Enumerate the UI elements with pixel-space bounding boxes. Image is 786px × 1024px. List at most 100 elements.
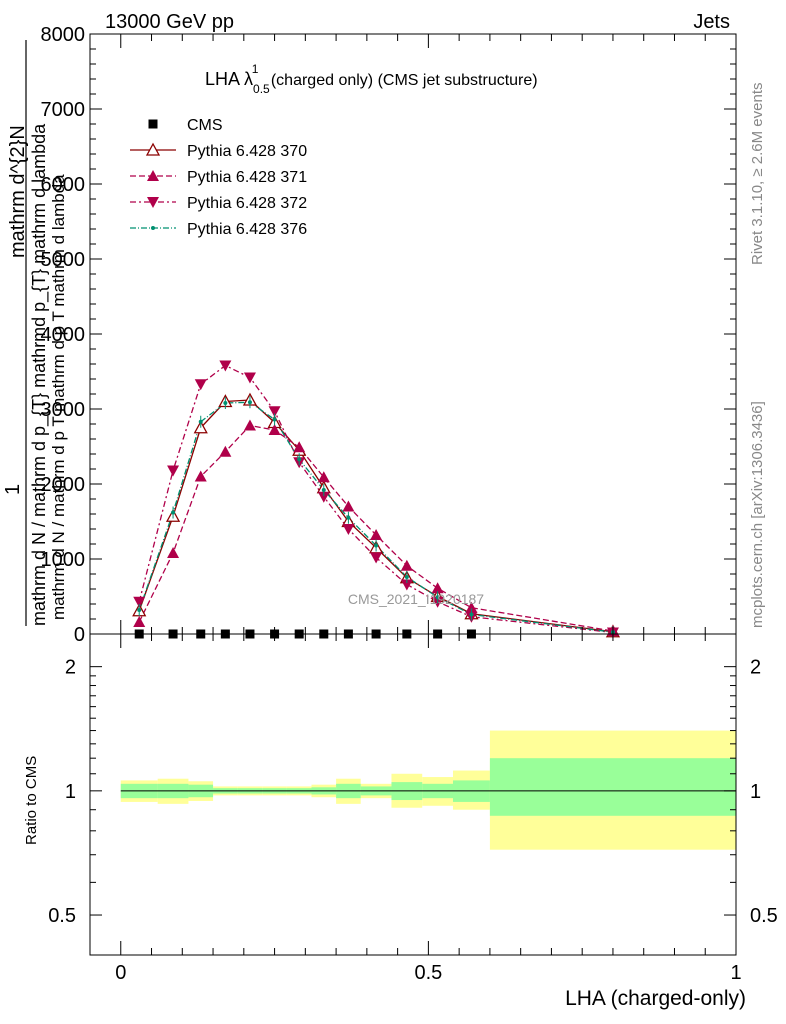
- ratio-y-axis: 0.5 0.5 1 1 2 2: [48, 657, 778, 927]
- ratio-bands: [120, 730, 736, 850]
- y-tick-label: 5000: [41, 249, 86, 271]
- y-label-prefix: 1: [2, 484, 24, 495]
- legend-marker: [147, 170, 159, 181]
- series-point-1: [219, 445, 232, 457]
- watermark: CMS_2021_I1920187: [348, 591, 484, 607]
- series-point-1: [167, 547, 180, 558]
- x-axis-label: LHA (charged-only): [565, 987, 746, 1010]
- ratio-y-tick-label-right: 1: [750, 781, 761, 803]
- series-point-2: [342, 524, 355, 535]
- series-line-3: [138, 401, 614, 633]
- series-point-3: [435, 595, 440, 600]
- ratio-plot-frame: [89, 633, 737, 956]
- series-point-1: [317, 471, 330, 483]
- ratio-y-tick-label-right: 0.5: [750, 905, 778, 927]
- y-tick-label: 1000: [41, 549, 86, 571]
- main-x-axis: [120, 34, 737, 634]
- series-point-2: [317, 491, 330, 503]
- series-point-1: [243, 419, 256, 431]
- y-label-overprint: mathrm d N / mathrm d p T mathrm d p T m…: [49, 174, 68, 620]
- series-point-2: [243, 372, 256, 384]
- series-line-1: [138, 424, 614, 632]
- x-tick-label: 1: [730, 962, 741, 984]
- process-label: Jets: [693, 11, 730, 33]
- legend-label: Pythia 6.428 371: [187, 169, 307, 186]
- series-point-1: [268, 424, 281, 435]
- plot-title-main: LHA λ: [205, 69, 253, 89]
- legend-marker: [145, 142, 161, 156]
- legend: CMS Pythia 6.428 370 Pythia 6.428 371 Pythi…: [130, 117, 307, 238]
- series-point-2: [194, 379, 207, 391]
- main-data-layer: [132, 360, 621, 639]
- series-point-1: [431, 582, 444, 594]
- y-tick-label: 7000: [41, 99, 86, 121]
- series-point-2: [219, 360, 232, 372]
- legend-entry-1: Pythia 6.428 371: [130, 169, 307, 186]
- series-point-1: [370, 529, 383, 540]
- x-tick-label: 0.5: [414, 962, 442, 984]
- legend-entry-3: Pythia 6.428 376: [130, 221, 307, 238]
- legend-entry-cms: CMS: [148, 117, 223, 134]
- series-point-3: [297, 457, 302, 462]
- ratio-y-label: Ratio to CMS: [23, 756, 40, 845]
- legend-marker: [148, 119, 158, 129]
- plot-title-sup: 1: [252, 62, 259, 76]
- y-tick-label: 2000: [41, 474, 86, 496]
- mcplots-label: mcplots.cern.ch [arXiv:1306.3436]: [749, 401, 766, 628]
- ratio-y-tick-label: 1: [65, 781, 76, 803]
- legend-label: Pythia 6.428 370: [187, 143, 307, 160]
- energy-label: 13000 GeV pp: [105, 11, 234, 33]
- legend-label: Pythia 6.428 376: [187, 221, 307, 238]
- ratio-y-tick-label: 0.5: [48, 905, 76, 927]
- series-point-1: [293, 441, 306, 453]
- legend-label: Pythia 6.428 372: [187, 195, 307, 212]
- series-point-3: [469, 612, 474, 617]
- main-y-axis-label: mathrm d^{2}N 1 mathrm d N / mathrm d p_…: [2, 40, 68, 626]
- series-point-2: [268, 406, 281, 418]
- ratio-panel: 0.5 0.51 12 2 0 0.5 1 Ratio to CMS LHA (charg…: [23, 633, 778, 1010]
- series-point-2: [133, 596, 146, 608]
- series-point-2: [400, 579, 413, 591]
- series-point-3: [346, 515, 351, 520]
- ratio-y-tick-label: 2: [65, 657, 76, 679]
- y-tick-label: 4000: [41, 324, 86, 346]
- series-point-1: [342, 500, 355, 512]
- plot-title: LHA λ0.5 1 (charged only) (CMS jet substr…: [205, 62, 538, 96]
- legend-label: CMS: [187, 117, 223, 134]
- legend-marker: [147, 197, 159, 208]
- y-tick-label: 8000: [41, 24, 86, 46]
- series-point-3: [321, 488, 326, 492]
- series-point-3: [137, 608, 142, 612]
- plot-title-sub: 0.5: [253, 82, 270, 96]
- ratio-y-tick-label-right: 2: [750, 657, 761, 679]
- series-point-3: [198, 419, 203, 424]
- series-point-2: [370, 552, 383, 564]
- legend-entry-0: Pythia 6.428 370: [130, 142, 307, 160]
- ratio-x-axis: 0 0.5 1: [115, 634, 742, 984]
- series-point-3: [404, 575, 409, 579]
- y-tick-label: 6000: [41, 174, 86, 196]
- ratio-inner-band: [489, 758, 736, 816]
- main-panel: 0 1000 2000 3000 4000 5000 6000 7000 8000 CMS_20…: [2, 24, 737, 646]
- rivet-version-label: Rivet 3.1.10, ≥ 2.6M events: [749, 83, 766, 266]
- series-point-3: [247, 400, 252, 405]
- plot-title-rest: (charged only) (CMS jet substructure): [266, 72, 537, 89]
- legend-entry-2: Pythia 6.428 372: [130, 195, 307, 212]
- series-point-3: [272, 417, 277, 422]
- series-point-1: [133, 616, 146, 627]
- series-point-3: [223, 401, 228, 405]
- series-point-3: [171, 510, 176, 515]
- series-point-1: [194, 470, 207, 482]
- y-label-denominator: mathrm d N / mathrm d p_{T} mathrmd p_{T…: [29, 123, 50, 626]
- series-point-3: [374, 543, 379, 548]
- y-tick-label: 0: [74, 624, 85, 646]
- y-label-numerator: mathrm d^{2}N: [7, 125, 29, 258]
- series-point-2: [167, 465, 180, 477]
- x-tick-label: 0: [115, 962, 126, 984]
- series-point-1: [465, 601, 478, 613]
- main-y-axis: 0 1000 2000 3000 4000 5000 6000 7000 8000: [41, 24, 736, 646]
- legend-marker: [151, 226, 155, 230]
- series-point-1: [400, 559, 413, 571]
- y-tick-label: 3000: [41, 399, 86, 421]
